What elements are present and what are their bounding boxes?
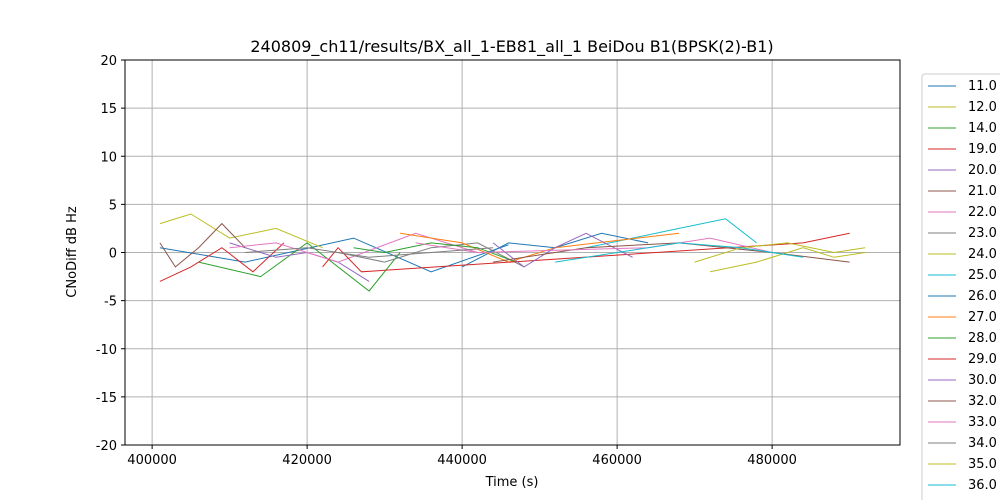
x-axis-label: Time (s) xyxy=(485,475,539,490)
legend-label: 21.0 xyxy=(968,184,997,199)
series-line-14.0 xyxy=(198,242,401,292)
x-tick-label: 440000 xyxy=(437,453,487,468)
y-axis-label: CNoDiff dB Hz xyxy=(65,206,80,298)
series-line-22.0 xyxy=(229,232,478,263)
x-tick-label: 460000 xyxy=(592,453,642,468)
legend-label: 12.0 xyxy=(968,100,997,115)
series-line-35.0 xyxy=(694,242,866,263)
y-tick-label: 15 xyxy=(100,102,117,117)
legend-label: 23.0 xyxy=(968,226,997,241)
legend-label: 24.0 xyxy=(968,247,997,262)
series-line-19.0 xyxy=(159,242,285,282)
legend-label: 14.0 xyxy=(968,121,997,136)
legend-label: 28.0 xyxy=(968,331,997,346)
y-tick-label: -5 xyxy=(104,295,117,310)
legend-label: 33.0 xyxy=(968,415,997,430)
legend-label: 25.0 xyxy=(968,268,997,283)
legend-box xyxy=(921,73,1000,500)
series-line-34.0 xyxy=(245,247,494,258)
legend-label: 34.0 xyxy=(968,436,997,451)
legend: 11.0 12.0 14.0 19.0 20.0 21.0 22.0 23.0 24.0 25.0… xyxy=(921,73,1000,500)
legend-label: 11.0 xyxy=(968,79,997,94)
y-tick-label: -15 xyxy=(96,391,117,406)
y-tick-label: -20 xyxy=(96,439,117,454)
legend-label: 20.0 xyxy=(968,163,997,178)
x-tick-label: 400000 xyxy=(127,453,177,468)
series-line-29.0 xyxy=(322,232,850,273)
x-axis: 400000 420000 440000 460000 480000 xyxy=(127,445,797,468)
series-line-25.0 xyxy=(585,218,757,249)
y-tick-label: 5 xyxy=(109,198,117,213)
legend-label: 27.0 xyxy=(968,310,997,325)
y-tick-label: -10 xyxy=(96,343,117,358)
series-line-36.0 xyxy=(555,242,804,263)
legend-label: 22.0 xyxy=(968,205,997,220)
series-group xyxy=(159,213,866,292)
series-line-12.0 xyxy=(159,213,323,249)
legend-label: 35.0 xyxy=(968,457,997,472)
x-tick-label: 480000 xyxy=(747,453,797,468)
legend-label: 29.0 xyxy=(968,352,997,367)
series-line-11.0 xyxy=(159,237,509,273)
x-tick-label: 420000 xyxy=(282,453,332,468)
y-tick-label: 0 xyxy=(109,247,117,262)
chart-title: 240809_ch11/results/BX_all_1-EB81_all_1 … xyxy=(250,37,773,57)
legend-label: 32.0 xyxy=(968,394,997,409)
y-axis: -20 -15 -10 -5 0 5 10 15 20 xyxy=(96,54,125,454)
series-line-24.0 xyxy=(709,247,866,273)
legend-label: 30.0 xyxy=(968,373,997,388)
legend-label: 36.0 xyxy=(968,478,997,493)
series-line-21.0 xyxy=(159,222,246,268)
legend-label: 26.0 xyxy=(968,289,997,304)
y-tick-label: 20 xyxy=(100,54,117,69)
y-tick-label: 10 xyxy=(100,150,117,165)
legend-label: 19.0 xyxy=(968,142,997,157)
